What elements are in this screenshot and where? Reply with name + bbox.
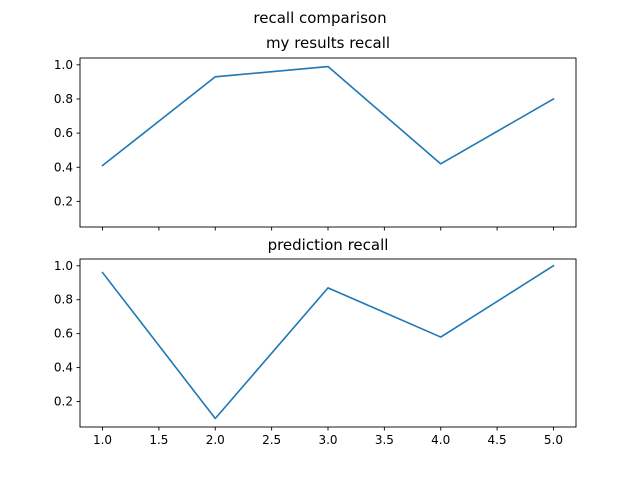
y-tick-label: 0.4 bbox=[54, 160, 73, 174]
x-tick-label: 5.0 bbox=[544, 433, 563, 447]
axes-frame bbox=[79, 57, 577, 228]
plot-area: 0.2 0.4 0.6 0.8 1.0 bbox=[54, 57, 577, 231]
figure-suptitle: recall comparison bbox=[253, 9, 386, 27]
x-tick-label: 2.5 bbox=[262, 433, 281, 447]
y-tick-label: 0.2 bbox=[54, 395, 73, 409]
y-tick-label: 0.2 bbox=[54, 194, 73, 208]
x-tick-label: 1.0 bbox=[93, 433, 112, 447]
subplot-title: my results recall bbox=[266, 34, 390, 52]
y-tick-label: 0.6 bbox=[54, 126, 73, 140]
subplot-my-results: my results recall 0.2 0.4 0.6 0.8 1.0 bbox=[54, 34, 577, 231]
plot-area: 0.2 0.4 0.6 0.8 1.0 1.0 1.5 2.0 2.5 3.0 3.5 4.0 4.5 5… bbox=[54, 258, 577, 447]
x-tick-label: 4.0 bbox=[431, 433, 450, 447]
x-tick-label: 3.0 bbox=[318, 433, 337, 447]
x-tick-label: 3.5 bbox=[375, 433, 394, 447]
axes-frame bbox=[79, 258, 577, 428]
x-tick-label: 1.5 bbox=[149, 433, 168, 447]
y-tick-label: 1.0 bbox=[54, 58, 73, 72]
y-tick-label: 0.8 bbox=[54, 293, 73, 307]
y-tick-label: 0.4 bbox=[54, 361, 73, 375]
subplot-prediction: prediction recall 0.2 0.4 0.6 0.8 1.0 1.0 1.5 2… bbox=[54, 236, 577, 447]
x-tick-label: 4.5 bbox=[488, 433, 507, 447]
y-tick-label: 0.6 bbox=[54, 327, 73, 341]
subplot-title: prediction recall bbox=[268, 236, 389, 254]
series-line bbox=[101, 65, 555, 167]
y-tick-label: 1.0 bbox=[54, 259, 73, 273]
series-line bbox=[101, 264, 555, 420]
y-tick-label: 0.8 bbox=[54, 92, 73, 106]
x-tick-label: 2.0 bbox=[206, 433, 225, 447]
